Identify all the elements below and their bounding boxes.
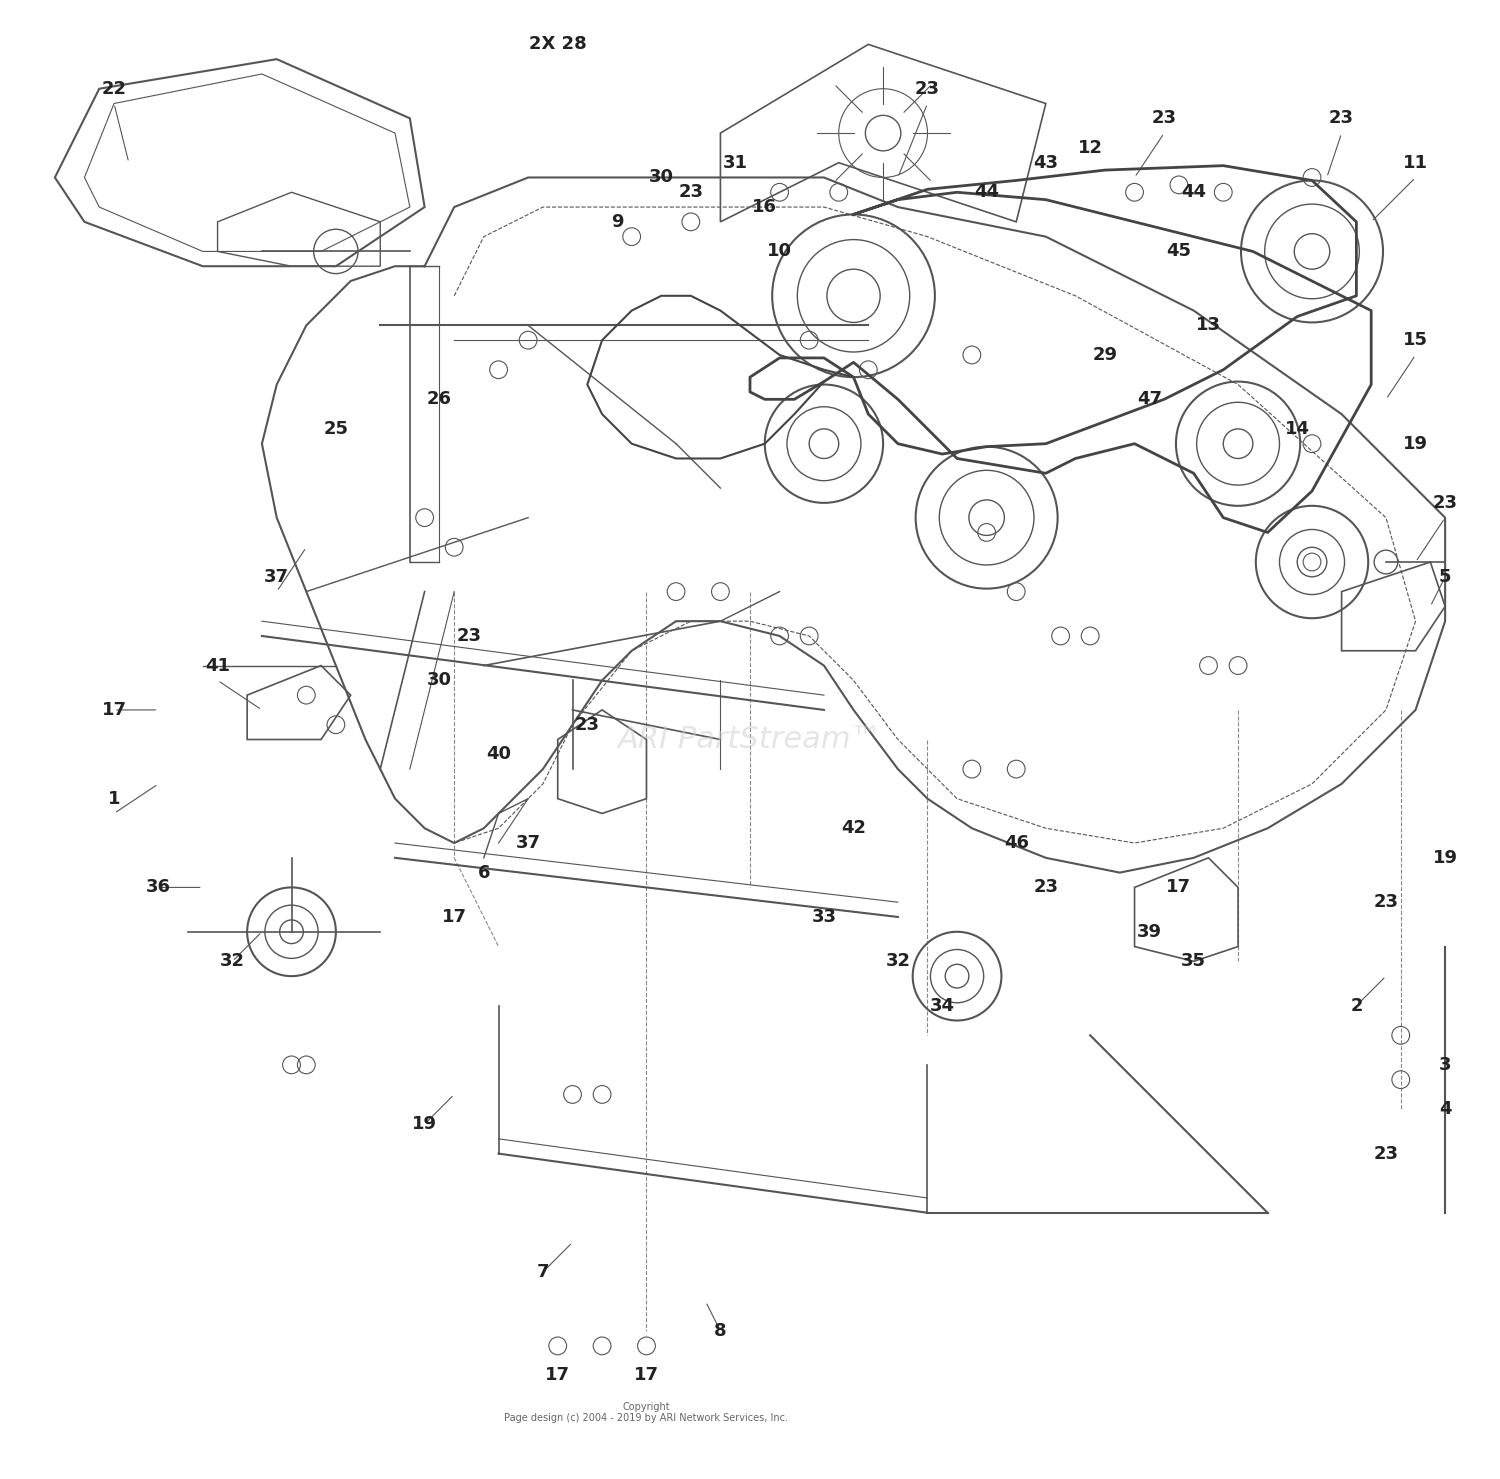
Text: 17: 17 bbox=[1167, 879, 1191, 896]
Text: 23: 23 bbox=[1034, 879, 1059, 896]
Text: 37: 37 bbox=[516, 834, 540, 852]
Text: 23: 23 bbox=[1374, 893, 1398, 911]
Text: 17: 17 bbox=[441, 908, 466, 926]
Text: 43: 43 bbox=[1034, 154, 1059, 172]
Text: 23: 23 bbox=[456, 627, 482, 645]
Text: 36: 36 bbox=[146, 879, 171, 896]
Text: 37: 37 bbox=[264, 568, 290, 586]
Text: 29: 29 bbox=[1092, 346, 1118, 364]
Text: 13: 13 bbox=[1196, 317, 1221, 334]
Text: 32: 32 bbox=[885, 952, 910, 970]
Text: 23: 23 bbox=[1432, 494, 1458, 512]
Text: 39: 39 bbox=[1137, 923, 1162, 941]
Text: 10: 10 bbox=[766, 243, 792, 260]
Text: 2: 2 bbox=[1350, 997, 1362, 1015]
Text: 23: 23 bbox=[678, 183, 703, 201]
Text: 23: 23 bbox=[1152, 109, 1176, 127]
Text: 30: 30 bbox=[427, 671, 451, 689]
Text: 17: 17 bbox=[544, 1367, 570, 1384]
Text: 19: 19 bbox=[1432, 849, 1458, 867]
Text: 14: 14 bbox=[1284, 420, 1310, 438]
Text: 23: 23 bbox=[574, 716, 600, 734]
Text: 44: 44 bbox=[974, 183, 999, 201]
Text: 31: 31 bbox=[723, 154, 747, 172]
Text: 32: 32 bbox=[220, 952, 245, 970]
Text: 11: 11 bbox=[1402, 154, 1428, 172]
Text: 35: 35 bbox=[1180, 952, 1206, 970]
Text: 47: 47 bbox=[1137, 390, 1162, 408]
Text: 19: 19 bbox=[1402, 435, 1428, 453]
Text: 17: 17 bbox=[634, 1367, 658, 1384]
Text: 40: 40 bbox=[486, 745, 512, 763]
Text: 23: 23 bbox=[1329, 109, 1354, 127]
Text: 4: 4 bbox=[1438, 1100, 1452, 1118]
Text: 3: 3 bbox=[1438, 1056, 1452, 1074]
Text: 8: 8 bbox=[714, 1322, 726, 1340]
Text: 9: 9 bbox=[610, 213, 622, 231]
Text: 33: 33 bbox=[812, 908, 837, 926]
Text: 41: 41 bbox=[206, 657, 230, 674]
Text: 44: 44 bbox=[1180, 183, 1206, 201]
Text: 23: 23 bbox=[915, 80, 940, 98]
Text: 2X 28: 2X 28 bbox=[530, 35, 586, 53]
Text: 19: 19 bbox=[413, 1115, 436, 1133]
Text: ARI PartStream™: ARI PartStream™ bbox=[618, 725, 882, 754]
Text: 25: 25 bbox=[324, 420, 348, 438]
Text: 46: 46 bbox=[1004, 834, 1029, 852]
Text: 15: 15 bbox=[1402, 331, 1428, 349]
Text: 23: 23 bbox=[1374, 1145, 1398, 1162]
Text: Copyright
Page design (c) 2004 - 2019 by ARI Network Services, Inc.: Copyright Page design (c) 2004 - 2019 by… bbox=[504, 1402, 789, 1423]
Text: 34: 34 bbox=[930, 997, 956, 1015]
Text: 6: 6 bbox=[477, 864, 490, 881]
Text: 30: 30 bbox=[650, 169, 674, 186]
Text: 22: 22 bbox=[102, 80, 126, 98]
Text: 7: 7 bbox=[537, 1263, 549, 1281]
Text: 42: 42 bbox=[842, 819, 866, 837]
Text: 5: 5 bbox=[1438, 568, 1452, 586]
Text: 26: 26 bbox=[427, 390, 451, 408]
Text: 12: 12 bbox=[1077, 139, 1102, 157]
Text: 16: 16 bbox=[753, 198, 777, 216]
Text: 45: 45 bbox=[1167, 243, 1191, 260]
Text: 17: 17 bbox=[102, 701, 126, 719]
Text: 1: 1 bbox=[108, 790, 120, 808]
